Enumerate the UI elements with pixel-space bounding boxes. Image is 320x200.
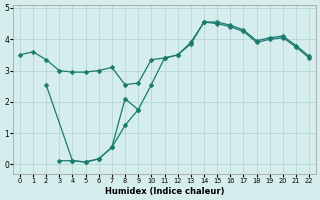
X-axis label: Humidex (Indice chaleur): Humidex (Indice chaleur) <box>105 187 224 196</box>
